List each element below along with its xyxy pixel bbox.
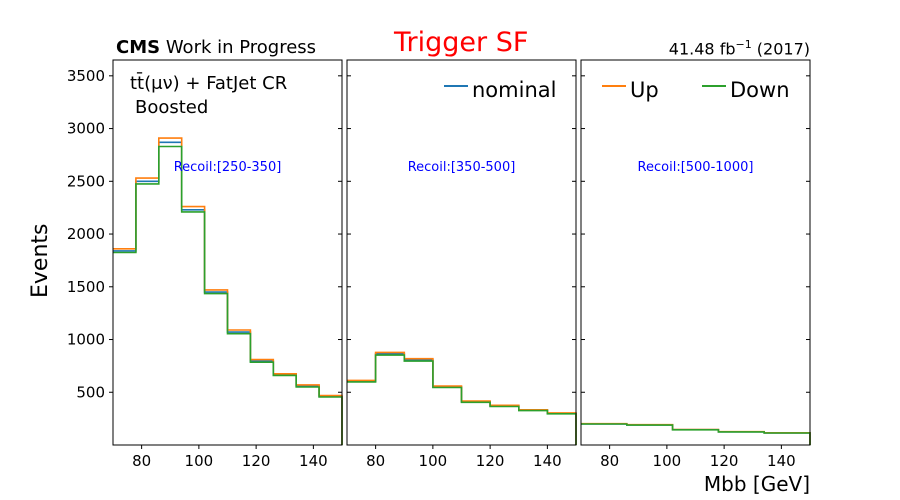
legend-label-nominal: nominal [472, 78, 557, 102]
legend-label-up: Up [630, 78, 659, 102]
x-tick-label: 80 [366, 452, 385, 470]
luminosity-label: 41.48 fb−1 (2017) [669, 38, 810, 58]
x-tick-label: 80 [132, 452, 151, 470]
panel-frame-1 [112, 59, 343, 446]
x-tick-label: 120 [710, 452, 739, 470]
x-tick-label: 140 [767, 452, 796, 470]
hist-down-panel-1 [113, 145, 343, 445]
region-label: tt̄(μν) + FatJet CR Boosted [130, 72, 287, 120]
y-tick-label: 1500 [67, 278, 105, 296]
y-tick-label: 2000 [67, 225, 105, 243]
x-tick-label: 80 [600, 452, 619, 470]
x-tick-label: 100 [653, 452, 682, 470]
cms-rest-text: Work in Progress [160, 37, 317, 58]
recoil-label-panel-1: Recoil:[250-350] [174, 160, 282, 175]
y-tick-label: 3500 [67, 67, 105, 85]
region-line2: Boosted [135, 97, 209, 118]
legend-label-down: Down [730, 78, 790, 102]
lumi-year: (2017) [751, 39, 810, 59]
plot-title: Trigger SF [394, 27, 529, 58]
x-tick-label: 140 [533, 452, 562, 470]
hist-down-panel-2 [347, 354, 577, 445]
x-tick-label: 140 [299, 452, 328, 470]
recoil-label-panel-2: Recoil:[350-500] [408, 160, 516, 175]
x-tick-label: 100 [419, 452, 448, 470]
panel-frame-2 [346, 59, 577, 446]
cms-bold-text: CMS [116, 37, 161, 58]
legend-down: Down [702, 78, 790, 102]
y-tick-label: 1000 [67, 331, 105, 349]
legend-swatch-down [702, 85, 726, 87]
y-axis-label: Events [28, 223, 53, 299]
x-tick-label: 120 [242, 452, 271, 470]
legend-swatch-nominal [444, 85, 468, 87]
y-tick-label: 3000 [67, 120, 105, 138]
recoil-label-panel-3: Recoil:[500-1000] [638, 160, 754, 175]
x-axis-label: Mbb [GeV] [703, 472, 810, 496]
x-tick-label: 120 [476, 452, 505, 470]
hist-down-panel-3 [581, 423, 811, 445]
lumi-value: 41.48 fb [668, 39, 736, 59]
y-tick-label: 500 [76, 383, 105, 401]
legend-nominal: nominal [444, 78, 556, 102]
panel-frame-3 [580, 59, 811, 446]
hist-nominal-panel-3 [581, 423, 811, 445]
legend-swatch-up [602, 85, 626, 87]
legend-up: Up [602, 78, 659, 102]
cms-label: CMS Work in Progress [116, 37, 316, 58]
region-line1: tt̄(μν) + FatJet CR [130, 73, 288, 94]
y-tick-label: 2500 [67, 172, 105, 190]
lumi-exponent: −1 [735, 38, 752, 51]
x-tick-label: 100 [185, 452, 214, 470]
hist-up-panel-3 [581, 422, 811, 445]
